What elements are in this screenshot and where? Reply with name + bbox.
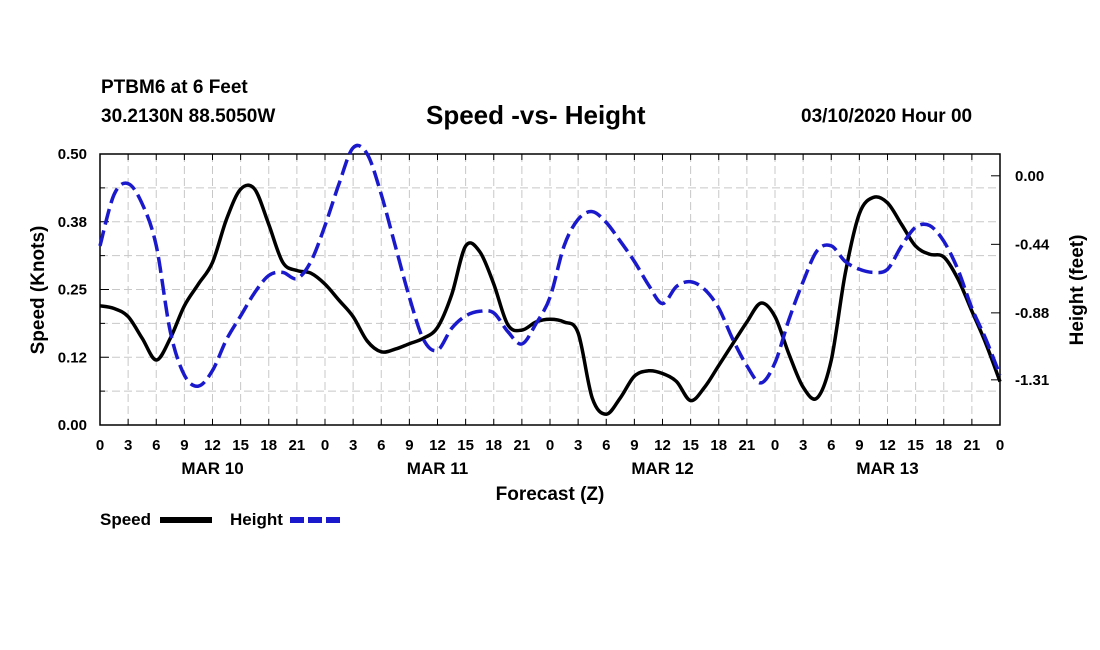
x-tick-label: 3 xyxy=(574,437,582,454)
station-label: PTBM6 at 6 Feet xyxy=(101,77,248,98)
coordinates-label: 30.2130N 88.5050W xyxy=(101,106,276,127)
x-tick-label: 9 xyxy=(405,437,413,454)
legend: Speed Height xyxy=(100,510,342,529)
left-axis-label: Speed (Knots) xyxy=(28,226,49,355)
legend-speed-label: Speed xyxy=(100,510,151,529)
series-line-speed xyxy=(99,183,1002,416)
right-tick-label: -1.31 xyxy=(1015,372,1049,389)
date-label: MAR 11 xyxy=(407,459,468,478)
x-tick-label: 0 xyxy=(771,437,779,454)
x-tick-label: 18 xyxy=(710,437,727,454)
x-tick-label: 6 xyxy=(602,437,610,454)
x-tick-label: 0 xyxy=(96,437,104,454)
left-tick-label: 0.38 xyxy=(58,214,87,231)
left-axis-ticks: 0.00 0.12 0.25 0.38 0.50 xyxy=(58,146,109,434)
right-axis-ticks: 0.00 -0.44 -0.88 -1.31 xyxy=(991,168,1050,389)
x-axis-label: Forecast (Z) xyxy=(496,484,605,505)
x-tick-label: 18 xyxy=(260,437,277,454)
x-tick-label: 9 xyxy=(180,437,188,454)
right-tick-label: 0.00 xyxy=(1015,168,1044,185)
x-tick-label: 12 xyxy=(429,437,446,454)
x-tick-label: 6 xyxy=(152,437,160,454)
x-tick-label: 21 xyxy=(514,437,531,454)
x-tick-label: 21 xyxy=(289,437,306,454)
date-label: MAR 10 xyxy=(181,459,243,478)
date-label: MAR 12 xyxy=(631,459,693,478)
x-tick-label: 9 xyxy=(855,437,863,454)
left-tick-label: 0.25 xyxy=(58,282,87,299)
x-tick-label: 0 xyxy=(546,437,554,454)
x-tick-label: 9 xyxy=(630,437,638,454)
grid-lines xyxy=(100,154,1000,425)
left-tick-label: 0.12 xyxy=(58,349,87,366)
forecast-datetime: 03/10/2020 Hour 00 xyxy=(801,106,973,127)
x-tick-label: 15 xyxy=(232,437,249,454)
right-tick-label: -0.88 xyxy=(1015,305,1049,322)
x-tick-label: 12 xyxy=(204,437,221,454)
x-tick-label: 12 xyxy=(879,437,896,454)
x-tick-label: 3 xyxy=(349,437,357,454)
series-line-height xyxy=(98,143,1002,388)
left-tick-label: 0.00 xyxy=(58,417,87,434)
x-tick-label: 3 xyxy=(124,437,132,454)
x-tick-label: 12 xyxy=(654,437,671,454)
x-tick-label: 21 xyxy=(739,437,756,454)
x-tick-label: 3 xyxy=(799,437,807,454)
right-axis-label: Height (feet) xyxy=(1067,235,1088,346)
left-tick-label: 0.50 xyxy=(58,146,87,163)
x-tick-label: 6 xyxy=(827,437,835,454)
right-tick-label: -0.44 xyxy=(1015,236,1050,253)
series-lines xyxy=(98,143,1002,416)
x-tick-label: 18 xyxy=(935,437,952,454)
x-tick-label: 15 xyxy=(457,437,474,454)
x-tick-label: 18 xyxy=(485,437,502,454)
x-axis-ticks: 0 3 6 9 12 15 18 21 0 3 6 9 12 15 18 21 0 3 6 9 12 15 18 21 0 3 6 9… xyxy=(96,154,1004,478)
x-tick-label: 15 xyxy=(907,437,924,454)
date-label: MAR 13 xyxy=(856,459,918,478)
x-tick-label: 0 xyxy=(321,437,329,454)
legend-height-label: Height xyxy=(230,510,283,529)
chart-title: Speed -vs- Height xyxy=(426,100,646,130)
x-tick-label: 15 xyxy=(682,437,699,454)
x-tick-label: 21 xyxy=(964,437,981,454)
x-tick-label: 6 xyxy=(377,437,385,454)
x-tick-label: 0 xyxy=(996,437,1004,454)
